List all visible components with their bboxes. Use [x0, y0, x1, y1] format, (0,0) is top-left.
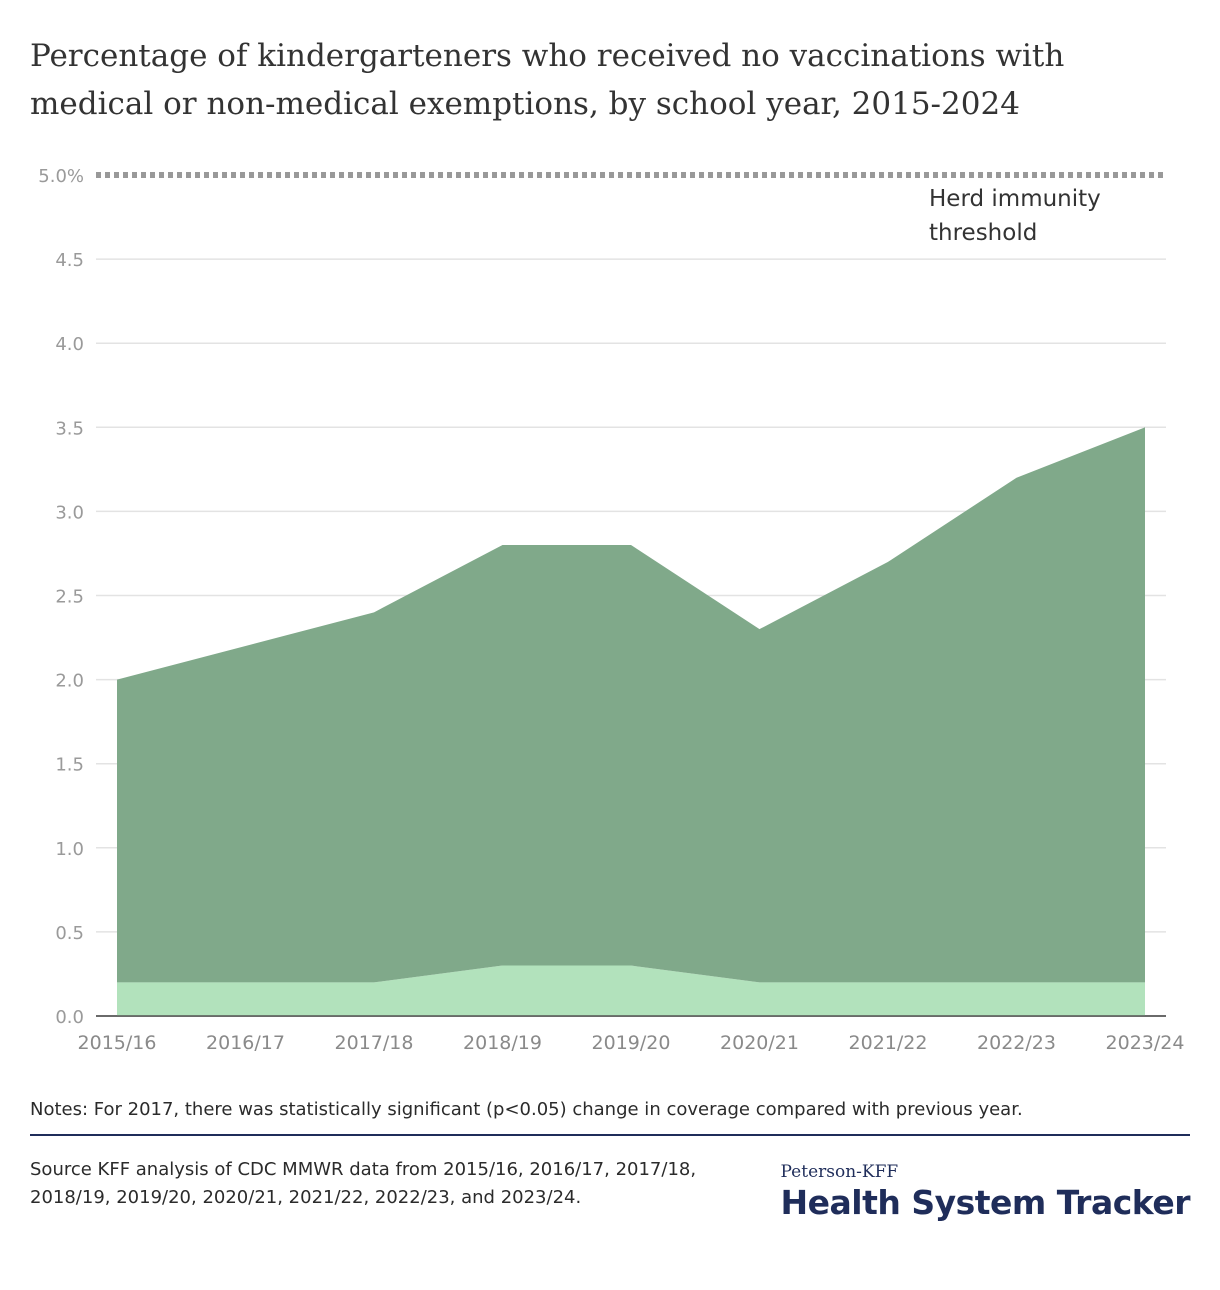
divider	[30, 1134, 1190, 1136]
y-tick-label: 0.5	[55, 923, 84, 944]
chart-title: Percentage of kindergarteners who receiv…	[30, 38, 1065, 122]
brand-top-text: Peterson-KFF	[780, 1162, 899, 1182]
y-tick-label: 4.0	[55, 334, 84, 355]
y-tick-label: 2.0	[55, 671, 84, 692]
y-tick-label: 1.0	[55, 839, 84, 860]
area-chart: Herd immunity threshold 0.0 0.5 1.0 1.5 2.0 2.5…	[38, 166, 1185, 1054]
x-tick-label: 2021/22	[849, 1032, 928, 1054]
source-text: Source KFF analysis of CDC MMWR data fro…	[30, 1159, 697, 1208]
y-tick-label: 0.0	[55, 1007, 84, 1028]
area-series-2	[117, 427, 1145, 983]
x-tick-label: 2023/24	[1106, 1032, 1185, 1054]
brand-main-text: Health System Tracker	[780, 1183, 1191, 1222]
area-series-1	[117, 965, 1145, 1016]
y-tick-label: 1.5	[55, 755, 84, 776]
y-tick-label: 2.5	[55, 587, 84, 608]
x-tick-label: 2018/19	[463, 1032, 542, 1054]
y-tick-label: 3.0	[55, 502, 84, 523]
y-tick-label: 3.5	[55, 418, 84, 439]
x-tick-label: 2022/23	[977, 1032, 1056, 1054]
x-tick-label: 2016/17	[206, 1032, 285, 1054]
y-tick-label: 4.5	[55, 250, 84, 271]
x-tick-label: 2020/21	[720, 1032, 799, 1054]
x-tick-label: 2019/20	[592, 1032, 671, 1054]
herd-immunity-label: threshold	[929, 220, 1037, 246]
x-tick-label: 2015/16	[78, 1032, 157, 1054]
x-tick-label: 2017/18	[335, 1032, 414, 1054]
chart-notes: Notes: For 2017, there was statistically…	[30, 1099, 1023, 1120]
y-tick-label: 5.0%	[38, 166, 84, 187]
herd-immunity-label: Herd immunity	[929, 186, 1101, 212]
brand-logo: Peterson-KFF Health System Tracker	[781, 1160, 1191, 1222]
